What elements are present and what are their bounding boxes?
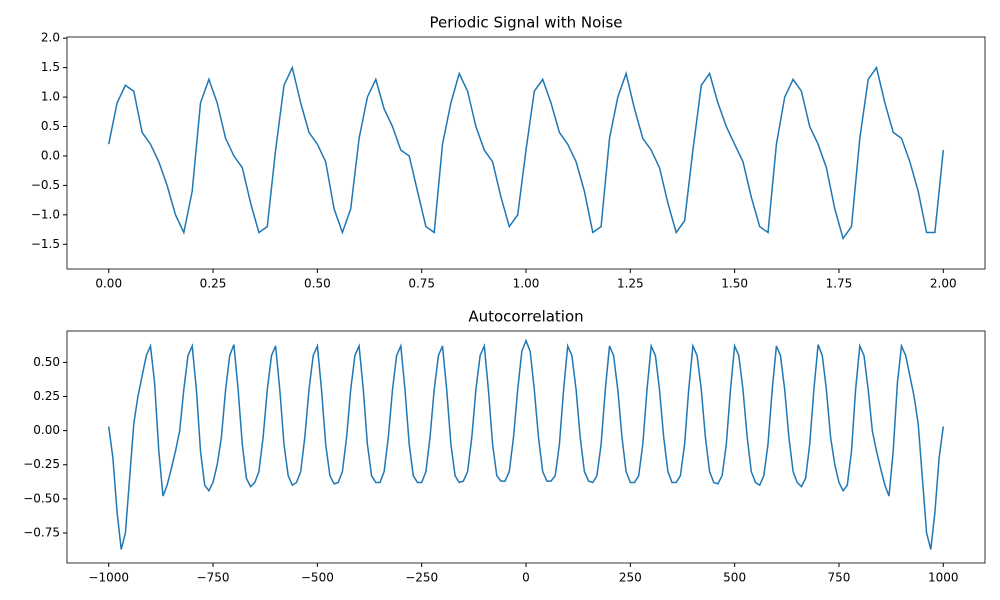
x-tick-label: 0.00 (95, 277, 122, 291)
y-tick-label: 1.0 (41, 90, 60, 104)
y-tick-label: −0.25 (23, 457, 60, 471)
x-tick-label: 0.50 (304, 277, 331, 291)
x-tick-label: 0.25 (200, 277, 227, 291)
x-tick-label: 2.00 (930, 277, 957, 291)
x-tick-label: 1000 (928, 571, 959, 585)
line (107, 338, 945, 550)
y-tick-label: −0.5 (31, 178, 60, 192)
axes-frame (66, 36, 986, 270)
y-tick-label: −1.0 (31, 207, 60, 221)
x-tick-label: −500 (301, 571, 334, 585)
x-tick-label: 1.00 (513, 277, 540, 291)
y-tick-label: 0.00 (33, 423, 60, 437)
x-tick-label: −250 (405, 571, 438, 585)
x-tick-label: 1.75 (826, 277, 853, 291)
line (107, 65, 945, 241)
y-tick-label: 0.0 (41, 148, 60, 162)
y-tick-label: 1.5 (41, 60, 60, 74)
y-tick-label: −0.50 (23, 491, 60, 505)
x-tick-label: 750 (828, 571, 851, 585)
x-tick-label: 0 (522, 571, 530, 585)
x-tick-label: 1.25 (617, 277, 644, 291)
x-tick-label: −1000 (88, 571, 129, 585)
x-tick-label: 250 (619, 571, 642, 585)
x-tick-label: 1.50 (721, 277, 748, 291)
chart-title: Autocorrelation (468, 308, 583, 326)
x-tick-label: 500 (723, 571, 746, 585)
y-tick-label: 2.0 (41, 31, 60, 45)
y-tick-label: 0.50 (33, 355, 60, 369)
axes-frame (66, 330, 986, 564)
y-tick-label: −1.5 (31, 237, 60, 251)
y-tick-label: 0.25 (33, 389, 60, 403)
y-tick-label: −0.75 (23, 525, 60, 539)
y-tick-label: 0.5 (41, 119, 60, 133)
x-tick-label: 0.75 (408, 277, 435, 291)
x-tick-label: −750 (197, 571, 230, 585)
chart-title: Periodic Signal with Noise (429, 14, 622, 32)
